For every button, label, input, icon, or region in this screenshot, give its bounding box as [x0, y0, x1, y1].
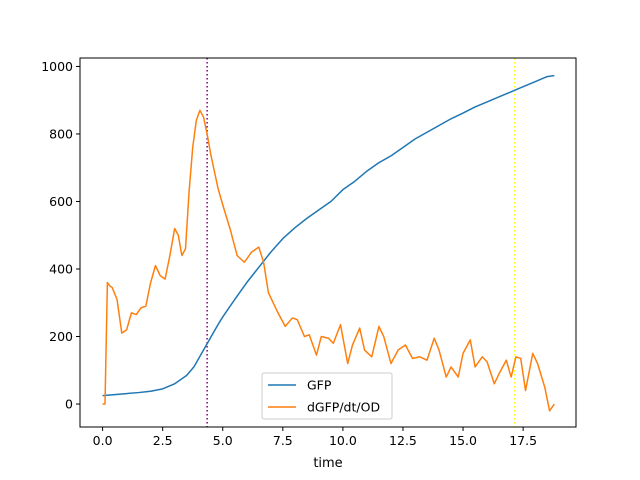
x-tick-label: 10.0 [329, 433, 357, 448]
x-tick-label: 0.0 [93, 433, 113, 448]
x-tick-label: 7.5 [273, 433, 293, 448]
x-axis-label: time [313, 456, 342, 471]
y-tick-label: 0 [65, 397, 73, 412]
y-tick-label: 200 [49, 329, 73, 344]
series-line-1 [102, 109, 555, 412]
x-axis: 0.0 2.5 5.0 7.5 10.0 12.5 15.0 17.5 [93, 427, 537, 448]
y-tick-label: 600 [49, 194, 73, 209]
reference-lines [206, 58, 516, 427]
legend-label-gfp: GFP [307, 378, 332, 393]
x-tick-label: 17.5 [509, 433, 537, 448]
y-axis: 0 200 400 600 800 1000 [41, 59, 80, 412]
axes-frame [79, 57, 577, 428]
x-tick-label: 5.0 [213, 433, 233, 448]
y-tick-label: 800 [49, 126, 73, 141]
series-line-0 [102, 74, 555, 397]
x-tick-label: 2.5 [153, 433, 173, 448]
y-tick-label: 1000 [41, 59, 73, 74]
x-tick-label: 15.0 [449, 433, 477, 448]
y-tick-label: 400 [49, 262, 73, 277]
series-lines [102, 74, 555, 412]
x-tick-label: 12.5 [389, 433, 417, 448]
legend-label-dgfp: dGFP/dt/OD [307, 400, 380, 415]
legend: GFP dGFP/dt/OD [261, 372, 393, 420]
